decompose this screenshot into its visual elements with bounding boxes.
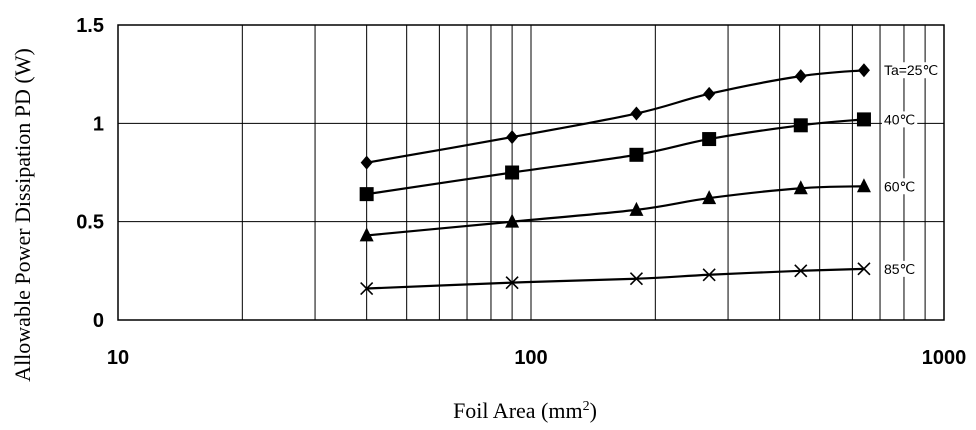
series-lines [366,69,865,290]
square-marker [505,165,520,180]
series-label: 40℃ [884,111,915,127]
triangle-marker [793,180,808,195]
y-tick-label: 1.5 [76,15,104,37]
cross-marker [794,264,808,278]
series-label-background [881,260,918,277]
triangle-marker [702,190,717,205]
series-line [366,267,864,290]
diamond-marker [630,106,643,121]
cross-marker [629,272,643,286]
cross-marker [857,262,871,276]
grid-lines [118,25,944,320]
square-marker [702,132,717,147]
series-label-background [881,111,918,128]
diamond-marker [360,155,373,170]
diamond-marker [794,69,807,84]
y-tick-label: 0 [93,310,104,332]
x-tick-label: 100 [514,347,547,369]
tick-labels: 10 100 1000 0 0.5 1 1.5 [76,15,966,369]
x-axis-title: Foil Area (mm2) [453,398,597,423]
series-markers [359,63,871,296]
y-tick-label: 1 [93,113,104,135]
series-label-background [881,178,918,195]
cross-marker [360,281,374,296]
series-line [366,118,865,196]
series-label-background [881,62,941,79]
square-marker [856,112,871,127]
triangle-marker [359,227,374,242]
diamond-marker [857,63,870,78]
x-tick-label: 1000 [922,347,967,369]
square-marker [629,147,644,162]
series-label: 60℃ [884,178,915,194]
series-label: Ta=25℃ [884,62,938,78]
x-tick-label: 10 [107,347,129,369]
cross-marker [505,276,519,290]
series-line [366,69,865,164]
square-marker [793,118,808,133]
triangle-marker [505,213,520,228]
series-label: 85℃ [884,261,915,277]
y-tick-label: 0.5 [76,212,104,234]
series-line [366,185,864,237]
square-marker [359,187,374,202]
plot-frame [117,24,945,321]
series-labels: Ta=25℃ 40℃ 60℃ 85℃ [881,62,941,277]
cross-marker [702,268,716,282]
diamond-marker [703,86,716,101]
triangle-marker [856,178,871,193]
y-axis-title: Allowable Power Dissipation PD (W) [10,48,35,382]
diamond-marker [506,130,519,145]
triangle-marker [629,201,644,216]
